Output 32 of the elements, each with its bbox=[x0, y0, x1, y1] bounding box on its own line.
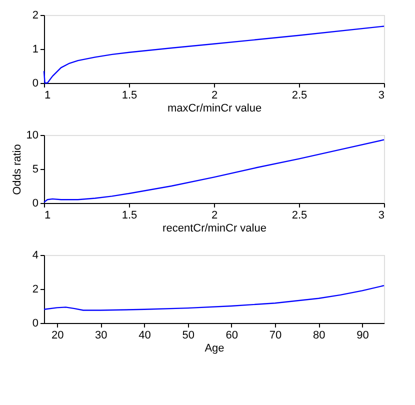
y-tick-label: 2 bbox=[32, 284, 38, 296]
y-tick-label: 4 bbox=[32, 250, 38, 262]
y-tick-label: 5 bbox=[32, 164, 38, 176]
x-tick-label: 2 bbox=[211, 90, 218, 102]
x-axis-title: recentCr/minCr value bbox=[162, 222, 266, 234]
y-tick-label: 10 bbox=[26, 130, 38, 142]
y-tick-label: 2 bbox=[32, 10, 38, 22]
x-axis-title: Age bbox=[204, 342, 224, 354]
y-tick-label: 1 bbox=[32, 44, 38, 56]
x-tick-label: 40 bbox=[138, 330, 151, 342]
y-axis-title: Odds ratio bbox=[11, 144, 24, 195]
x-tick-label: 90 bbox=[356, 330, 369, 342]
x-tick-label: 80 bbox=[312, 330, 326, 342]
x-tick-label: 2 bbox=[211, 210, 218, 222]
x-tick-label: 1 bbox=[44, 210, 51, 222]
x-tick-label: 2.5 bbox=[292, 90, 308, 102]
x-tick-label: 70 bbox=[269, 330, 282, 342]
y-tick-label: 0 bbox=[32, 78, 38, 90]
y-tick-label: 0 bbox=[32, 318, 38, 330]
x-tick-label: 20 bbox=[51, 330, 64, 342]
x-tick-label: 3 bbox=[378, 210, 384, 222]
x-tick-label: 1.5 bbox=[122, 210, 138, 222]
x-tick-label: 3 bbox=[378, 90, 384, 102]
x-tick-label: 2.5 bbox=[292, 210, 308, 222]
line-series bbox=[43, 285, 385, 311]
y-tick-label: 0 bbox=[32, 198, 38, 210]
x-tick-label: 30 bbox=[95, 330, 108, 342]
x-tick-label: 50 bbox=[182, 330, 194, 342]
x-tick-label: 1 bbox=[44, 90, 51, 102]
x-axis-title: maxCr/minCr value bbox=[167, 102, 262, 114]
x-tick-label: 1.5 bbox=[122, 90, 138, 102]
x-tick-label: 60 bbox=[226, 330, 238, 342]
